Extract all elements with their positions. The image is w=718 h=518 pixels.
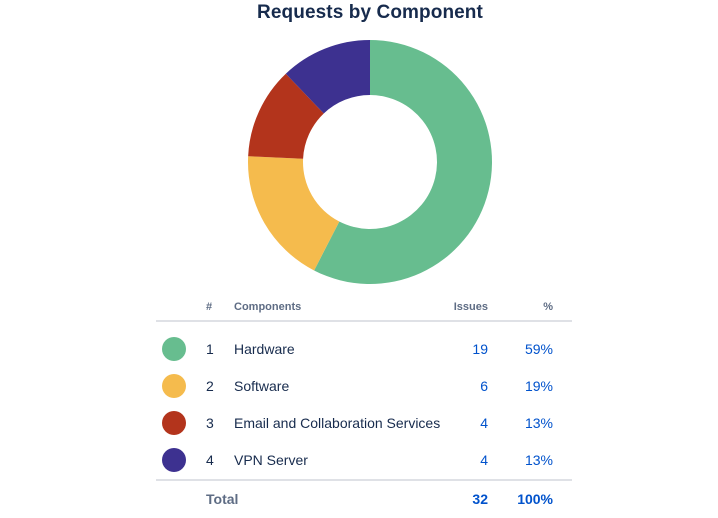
total-percent: 100% — [517, 491, 553, 507]
color-swatch — [162, 411, 186, 435]
issues-count-link[interactable]: 4 — [480, 452, 488, 468]
header-number: # — [206, 301, 213, 313]
percent-link[interactable]: 13% — [524, 415, 553, 431]
table-total-row: Total 32 100% — [156, 479, 572, 518]
component-name: Hardware — [234, 341, 295, 357]
total-label: Total — [206, 491, 239, 507]
donut-slice-vpn-server[interactable] — [285, 40, 370, 114]
header-components: Components — [234, 301, 302, 313]
component-name: Software — [234, 378, 290, 394]
donut-slice-hardware[interactable] — [314, 40, 493, 285]
color-swatch — [162, 448, 186, 472]
percent-link[interactable]: 59% — [524, 341, 553, 357]
percent-link[interactable]: 19% — [524, 378, 553, 394]
issues-count-link[interactable]: 4 — [480, 415, 488, 431]
table-row: 3 Email and Collaboration Services 4 13% — [156, 404, 572, 441]
row-number: 2 — [206, 378, 214, 394]
component-table: # Components Issues % 1 Hardware 19 59% … — [156, 296, 572, 518]
row-number: 1 — [206, 341, 214, 357]
header-issues: Issues — [453, 301, 488, 313]
donut-chart — [247, 40, 493, 285]
table-row: 4 VPN Server 4 13% — [156, 441, 572, 478]
table-row: 1 Hardware 19 59% — [156, 330, 572, 367]
header-percent: % — [543, 301, 553, 313]
donut-slice-software[interactable] — [247, 156, 340, 271]
color-swatch — [162, 337, 186, 361]
component-name: Email and Collaboration Services — [234, 415, 441, 431]
table-row: 2 Software 6 19% — [156, 367, 572, 404]
row-number: 4 — [206, 452, 214, 468]
table-header-row: # Components Issues % — [156, 296, 572, 322]
issues-count-link[interactable]: 6 — [480, 378, 488, 394]
donut-slice-email-and-collaboration-services[interactable] — [248, 73, 324, 159]
color-swatch — [162, 374, 186, 398]
issues-count-link[interactable]: 19 — [472, 341, 488, 357]
percent-link[interactable]: 13% — [524, 452, 553, 468]
component-name: VPN Server — [234, 452, 308, 468]
total-issues-link[interactable]: 32 — [472, 491, 488, 507]
chart-title: Requests by Component — [257, 2, 483, 23]
row-number: 3 — [206, 415, 214, 431]
